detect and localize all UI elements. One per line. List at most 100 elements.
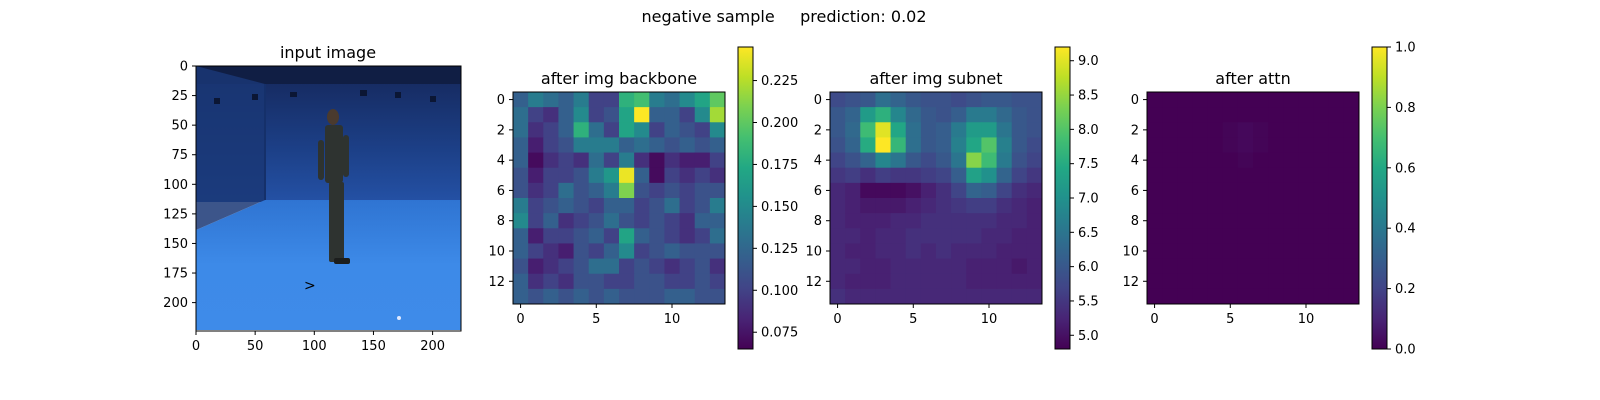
backbone-heatmap-cell <box>573 152 590 169</box>
attn-heatmap-cell <box>1283 182 1299 199</box>
subnet-heatmap-cell <box>920 107 937 123</box>
subnet-heatmap-cell <box>875 198 892 214</box>
subnet-heatmap-cell <box>996 243 1013 260</box>
backbone-heatmap-cell <box>543 243 559 260</box>
subnet-heatmap-cell <box>981 228 998 244</box>
input-image-title: input image <box>280 43 376 62</box>
subnet-heatmap-cell <box>860 152 876 169</box>
attn-heatmap-cell <box>1298 107 1315 123</box>
backbone-heatmap-cell <box>543 288 559 305</box>
subnet-heatmap-cell <box>905 122 922 138</box>
subnet-heatmap-cell <box>905 152 922 169</box>
backbone-heatmap-cell <box>694 107 711 123</box>
backbone-heatmap-cell <box>588 122 605 138</box>
subnet-heatmap-cell <box>830 228 846 244</box>
attn-heatmap-cell <box>1313 167 1330 184</box>
subnet-heatmap-cell <box>951 243 967 260</box>
input-image-frame <box>195 65 462 332</box>
subnet-heatmap-cell <box>1026 92 1043 108</box>
backbone-ytick-label: 6 <box>497 184 505 199</box>
attn-heatmap-cell <box>1268 258 1284 275</box>
subnet-heatmap-cell <box>996 107 1013 123</box>
attn-heatmap-cell <box>1177 258 1193 275</box>
subnet-heatmap-cell <box>981 137 998 154</box>
subnet-heatmap-cell <box>860 228 876 244</box>
backbone-heatmap-cell <box>573 167 590 184</box>
subnet-heatmap-cell <box>996 92 1013 108</box>
subnet-heatmap-cell <box>830 258 846 275</box>
attn-heatmap-cell <box>1298 213 1315 229</box>
attn-heatmap-cell <box>1207 122 1224 138</box>
attn-heatmap-cell <box>1177 152 1193 169</box>
subnet-heatmap-cell <box>920 182 937 199</box>
attn-heatmap-cell <box>1207 152 1224 169</box>
subnet-heatmap-cell <box>830 213 846 229</box>
backbone-heatmap-cell <box>588 182 605 199</box>
subnet-heatmap-cell <box>845 258 861 275</box>
subnet-heatmap-cell <box>951 213 967 229</box>
attn-heatmap-cell <box>1268 182 1284 199</box>
backbone-heatmap-cell <box>649 213 665 229</box>
backbone-heatmap-cell <box>603 167 620 184</box>
backbone-heatmap-cell <box>649 137 665 154</box>
subnet-heatmap-cell <box>1026 167 1043 184</box>
attn-heatmap-cell <box>1283 288 1299 305</box>
subnet-xtick-label: 10 <box>981 312 998 327</box>
subnet-heatmap-cell <box>951 152 967 169</box>
attn-colorbar-tick-label: 1.0 <box>1395 41 1416 56</box>
subnet-heatmap-cell <box>860 288 876 305</box>
backbone-heatmap-cell <box>619 258 635 275</box>
backbone-heatmap-cell <box>694 273 711 290</box>
attn-heatmap-cell <box>1162 228 1178 244</box>
backbone-heatmap-cell <box>588 258 605 275</box>
subnet-heatmap-cell <box>875 243 892 260</box>
backbone-heatmap-cell <box>664 182 681 199</box>
person-feet <box>334 258 350 264</box>
backbone-heatmap-cell <box>573 273 590 290</box>
attn-heatmap-cell <box>1177 228 1193 244</box>
attn-heatmap-cell <box>1147 198 1163 214</box>
subnet-heatmap-cell <box>1026 258 1043 275</box>
attn-heatmap-cell <box>1222 167 1239 184</box>
attn-heatmap-cell <box>1192 273 1209 290</box>
backbone-heatmap-cell <box>558 107 575 123</box>
subnet-heatmap-cell <box>1026 152 1043 169</box>
attn-heatmap-cell <box>1162 243 1178 260</box>
backbone-heatmap-cell <box>513 167 529 184</box>
subnet-heatmap-cell <box>845 273 861 290</box>
attn-heatmap-cell <box>1313 122 1330 138</box>
backbone-heatmap-cell <box>634 182 650 199</box>
attn-ytick-label: 4 <box>1131 154 1139 169</box>
subnet-heatmap-cell <box>1026 137 1043 154</box>
attn-heatmap-cell <box>1343 152 1360 169</box>
subnet-heatmap-cell <box>936 243 952 260</box>
subnet-heatmap-cell <box>905 228 922 244</box>
input-image-xtick-label: 50 <box>247 339 264 354</box>
subnet-heatmap-cell <box>966 243 982 260</box>
attn-heatmap-cell <box>1192 137 1209 154</box>
subnet-colorbar-tick-label: 7.0 <box>1078 192 1099 207</box>
attn-heatmap-cell <box>1222 243 1239 260</box>
subnet-heatmap-cell <box>890 167 907 184</box>
attn-heatmap-cell <box>1222 107 1239 123</box>
attn-heatmap-cell <box>1207 182 1224 199</box>
backbone-heatmap-cell <box>694 152 711 169</box>
attn-heatmap-cell <box>1147 137 1163 154</box>
attn-heatmap-cell <box>1192 152 1209 169</box>
attn-heatmap-cell <box>1343 122 1360 138</box>
attn-heatmap-cell <box>1177 167 1193 184</box>
backbone-heatmap-cell <box>664 107 681 123</box>
attn-ytick-label: 2 <box>1131 123 1139 138</box>
backbone-heatmap-cell <box>528 228 544 244</box>
subnet-colorbar-tick-label: 5.5 <box>1078 294 1099 309</box>
attn-heatmap-cell <box>1343 213 1360 229</box>
input-image-ytick-label: 100 <box>163 178 188 193</box>
attn-heatmap-cell <box>1237 243 1254 260</box>
attn-heatmap-cell <box>1268 273 1284 290</box>
subnet-heatmap-cell <box>966 182 982 199</box>
backbone-ytick-label: 2 <box>497 123 505 138</box>
subnet-heatmap-cell <box>966 152 982 169</box>
backbone-heatmap-cell <box>619 273 635 290</box>
attn-heatmap-cell <box>1253 92 1269 108</box>
subnet-colorbar-tick-label: 9.0 <box>1078 54 1099 69</box>
